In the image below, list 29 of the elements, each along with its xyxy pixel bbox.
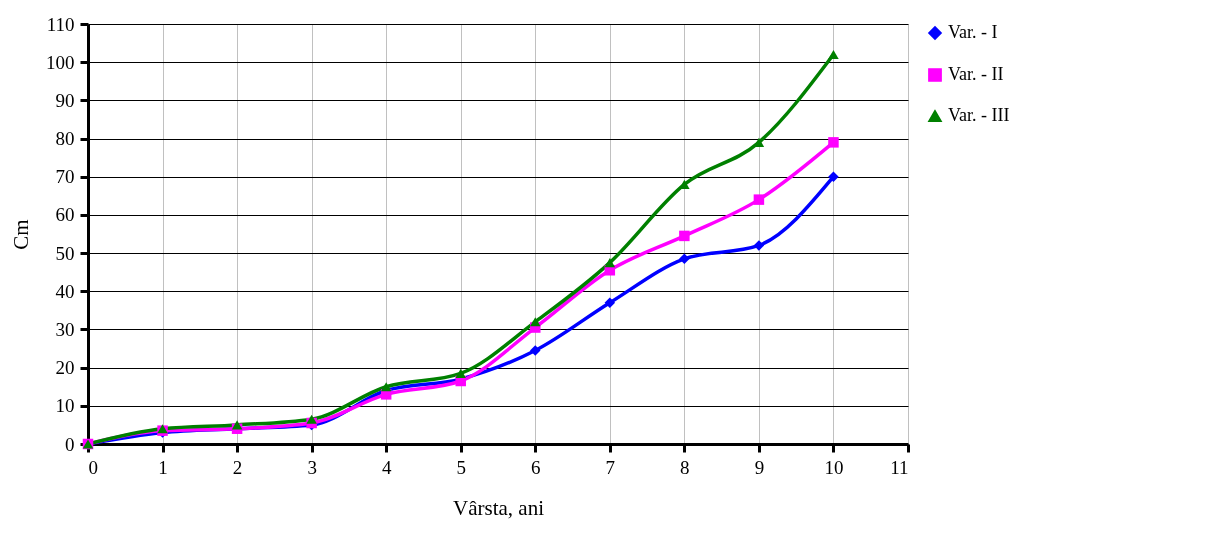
x-tick-label: 9 (754, 456, 765, 478)
y-tick-label: 40 (55, 280, 75, 302)
x-tick-label: 8 (680, 456, 690, 478)
x-tick-label: 3 (307, 456, 317, 478)
y-axis-title: Cm (9, 219, 33, 250)
y-tick-label: 110 (46, 13, 75, 35)
y-tick-label: 80 (55, 128, 75, 150)
x-tick-label: 1 (158, 456, 168, 478)
x-tick-label: 10 (824, 456, 844, 478)
y-tick-label: 100 (46, 51, 75, 73)
y-tick-label: 50 (55, 242, 75, 264)
x-tick-label: 0 (88, 456, 98, 478)
x-tick-label: 2 (232, 456, 243, 478)
x-tick-label: 6 (531, 456, 541, 478)
x-tick-label: 5 (456, 456, 466, 478)
y-tick-label: 30 (55, 318, 75, 340)
legend-label: Var. - I (948, 22, 998, 42)
y-tick-label: 90 (55, 89, 75, 111)
y-tick-label: 70 (55, 166, 75, 188)
y-tick-label: 0 (65, 433, 75, 455)
y-tick-label: 20 (55, 357, 75, 379)
x-tick-label: 11 (890, 456, 909, 478)
x-tick-label: 4 (381, 456, 392, 478)
y-tick-label: 60 (55, 204, 75, 226)
x-tick-label: 7 (605, 456, 616, 478)
legend-label: Var. - III (948, 105, 1010, 125)
legend-label: Var. - II (948, 64, 1004, 84)
y-tick-label: 10 (55, 395, 75, 417)
x-axis-title: Vârsta, ani (453, 495, 545, 520)
